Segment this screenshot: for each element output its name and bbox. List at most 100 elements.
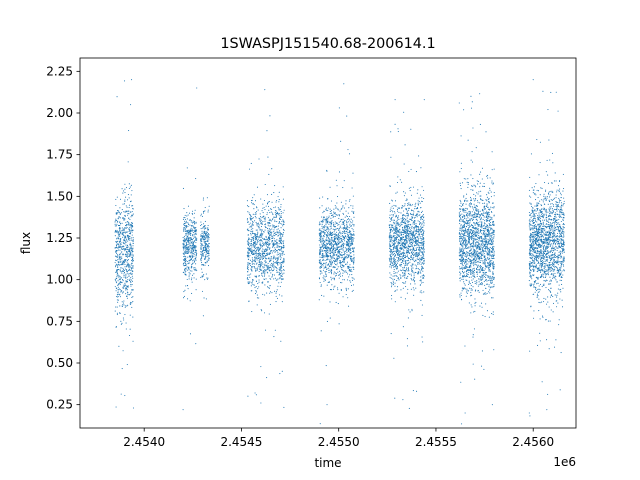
data-point (119, 281, 121, 283)
data-point (321, 250, 323, 252)
data-point (192, 237, 195, 239)
data-point (120, 267, 122, 269)
data-point (393, 260, 395, 262)
data-point (414, 259, 416, 261)
data-point (186, 237, 188, 239)
data-point (257, 223, 259, 225)
data-point (252, 263, 254, 265)
data-point (404, 222, 406, 224)
data-point (257, 257, 260, 259)
data-point (400, 238, 403, 240)
data-point (189, 242, 191, 244)
data-point (404, 275, 406, 277)
data-point (332, 251, 334, 253)
data-point (418, 232, 420, 234)
data-point (267, 224, 269, 226)
data-point (349, 240, 351, 243)
data-point (186, 278, 188, 281)
data-point (121, 262, 123, 264)
data-point (421, 336, 423, 338)
data-point (408, 239, 410, 241)
data-point (399, 231, 401, 233)
data-point (332, 228, 334, 230)
data-point (262, 254, 264, 256)
data-point (123, 239, 125, 241)
data-point (282, 273, 284, 275)
data-point (326, 226, 328, 228)
data-point (319, 260, 321, 262)
data-point (193, 212, 195, 214)
data-point (186, 230, 188, 232)
data-point (119, 224, 121, 227)
data-point (129, 235, 131, 237)
data-point (261, 239, 263, 241)
data-point (274, 251, 276, 253)
data-point (337, 238, 339, 240)
data-point (132, 301, 134, 303)
data-point (191, 230, 193, 232)
data-point (422, 246, 424, 249)
data-point (394, 212, 396, 214)
data-point (195, 246, 197, 248)
data-point (351, 279, 354, 281)
data-point (272, 257, 275, 259)
data-point (419, 202, 421, 204)
data-point (183, 295, 185, 297)
data-point (326, 230, 328, 232)
data-point (324, 226, 326, 228)
data-point (126, 265, 128, 267)
data-point (332, 249, 334, 251)
data-point (205, 235, 207, 237)
data-point (125, 231, 128, 233)
data-point (128, 183, 130, 185)
data-point (119, 260, 121, 262)
data-point (319, 241, 322, 243)
data-point (272, 260, 275, 262)
data-point (404, 274, 406, 276)
data-point (120, 323, 122, 325)
data-point (415, 265, 418, 267)
data-point (390, 131, 392, 133)
data-point (204, 279, 206, 281)
data-point (330, 276, 332, 278)
data-point (342, 235, 344, 237)
data-point (282, 242, 284, 244)
data-point (247, 282, 249, 284)
data-point (326, 228, 328, 230)
data-point (349, 242, 351, 244)
data-point (187, 236, 189, 238)
data-point (412, 264, 414, 266)
data-point (252, 221, 254, 223)
data-point (322, 235, 325, 237)
data-point (194, 227, 196, 229)
data-point (342, 261, 344, 263)
data-point (323, 295, 325, 297)
data-point (119, 207, 121, 209)
data-point (353, 234, 355, 236)
data-point (338, 223, 340, 225)
data-point (419, 280, 421, 282)
data-point (270, 211, 272, 213)
data-point (124, 249, 127, 251)
data-point (350, 284, 353, 286)
data-point (325, 218, 328, 220)
data-point (339, 273, 341, 275)
data-point (116, 209, 119, 212)
data-point (397, 252, 399, 254)
data-point (343, 266, 345, 268)
data-point (251, 269, 253, 271)
data-point (322, 254, 324, 256)
data-point (416, 258, 418, 260)
data-point (330, 217, 332, 219)
data-point (345, 240, 348, 242)
data-point (322, 258, 324, 260)
data-point (250, 162, 252, 164)
data-point (118, 233, 120, 235)
data-point (418, 269, 420, 271)
data-point (130, 281, 132, 283)
data-point (125, 276, 127, 278)
data-point (344, 240, 346, 242)
data-point (350, 241, 352, 243)
data-point (280, 242, 282, 244)
data-point (268, 173, 270, 175)
